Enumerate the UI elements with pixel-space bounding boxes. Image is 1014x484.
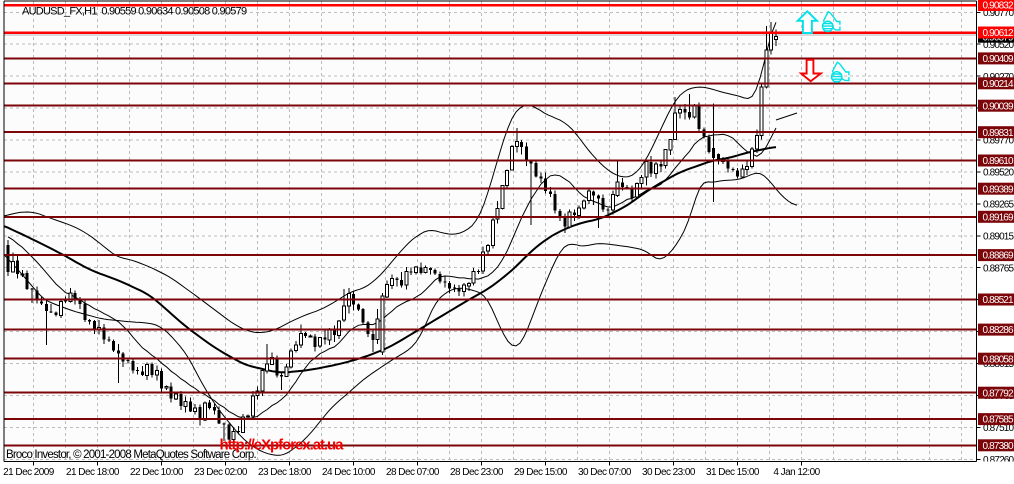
svg-text:0.90214: 0.90214 xyxy=(983,79,1014,90)
svg-text:0.89265: 0.89265 xyxy=(983,200,1014,211)
svg-text:0.89520: 0.89520 xyxy=(983,168,1014,179)
svg-text:0.87585: 0.87585 xyxy=(983,415,1014,426)
svg-text:28 Dec 23:00: 28 Dec 23:00 xyxy=(450,467,504,478)
svg-text:28 Dec 07:00: 28 Dec 07:00 xyxy=(386,467,440,478)
svg-text:23 Dec 18:00: 23 Dec 18:00 xyxy=(258,467,312,478)
svg-text:0.88286: 0.88286 xyxy=(983,325,1014,336)
svg-text:0.90039: 0.90039 xyxy=(983,101,1014,112)
svg-text:AUDUSD_FX,H1 0.90559 0.90634: AUDUSD_FX,H1 0.90559 0.90634 0.90508 0.9… xyxy=(22,6,247,18)
svg-text:0.88765: 0.88765 xyxy=(983,263,1014,274)
svg-text:http://eXpforex.at.ua: http://eXpforex.at.ua xyxy=(220,437,345,454)
svg-text:24 Dec 10:00: 24 Dec 10:00 xyxy=(322,467,376,478)
svg-text:21 Dec 18:00: 21 Dec 18:00 xyxy=(66,467,120,478)
svg-text:30 Dec 23:00: 30 Dec 23:00 xyxy=(642,467,696,478)
svg-text:0.90832: 0.90832 xyxy=(983,1,1014,12)
svg-text:0.88058: 0.88058 xyxy=(983,354,1014,365)
svg-text:22 Dec 10:00: 22 Dec 10:00 xyxy=(130,467,184,478)
svg-text:0.88521: 0.88521 xyxy=(983,295,1014,306)
svg-text:0.89169: 0.89169 xyxy=(983,212,1014,223)
svg-text:4 Jan 12:00: 4 Jan 12:00 xyxy=(773,467,820,478)
svg-text:23 Dec 02:00: 23 Dec 02:00 xyxy=(194,467,248,478)
svg-text:0.89831: 0.89831 xyxy=(983,128,1014,139)
svg-text:31 Dec 15:00: 31 Dec 15:00 xyxy=(706,467,760,478)
svg-text:0.89389: 0.89389 xyxy=(983,184,1014,195)
svg-text:0.87380: 0.87380 xyxy=(983,441,1014,452)
svg-text:0.87792: 0.87792 xyxy=(983,388,1014,399)
svg-text:30 Dec 07:00: 30 Dec 07:00 xyxy=(578,467,632,478)
svg-text:0.90409: 0.90409 xyxy=(983,54,1014,65)
svg-text:0.89610: 0.89610 xyxy=(983,156,1014,167)
svg-text:0.90612: 0.90612 xyxy=(983,28,1014,39)
svg-text:0.88869: 0.88869 xyxy=(983,251,1014,262)
svg-text:29 Dec 15:00: 29 Dec 15:00 xyxy=(514,467,568,478)
svg-text:21 Dec 2009: 21 Dec 2009 xyxy=(3,467,55,478)
svg-text:0.89015: 0.89015 xyxy=(983,231,1014,242)
